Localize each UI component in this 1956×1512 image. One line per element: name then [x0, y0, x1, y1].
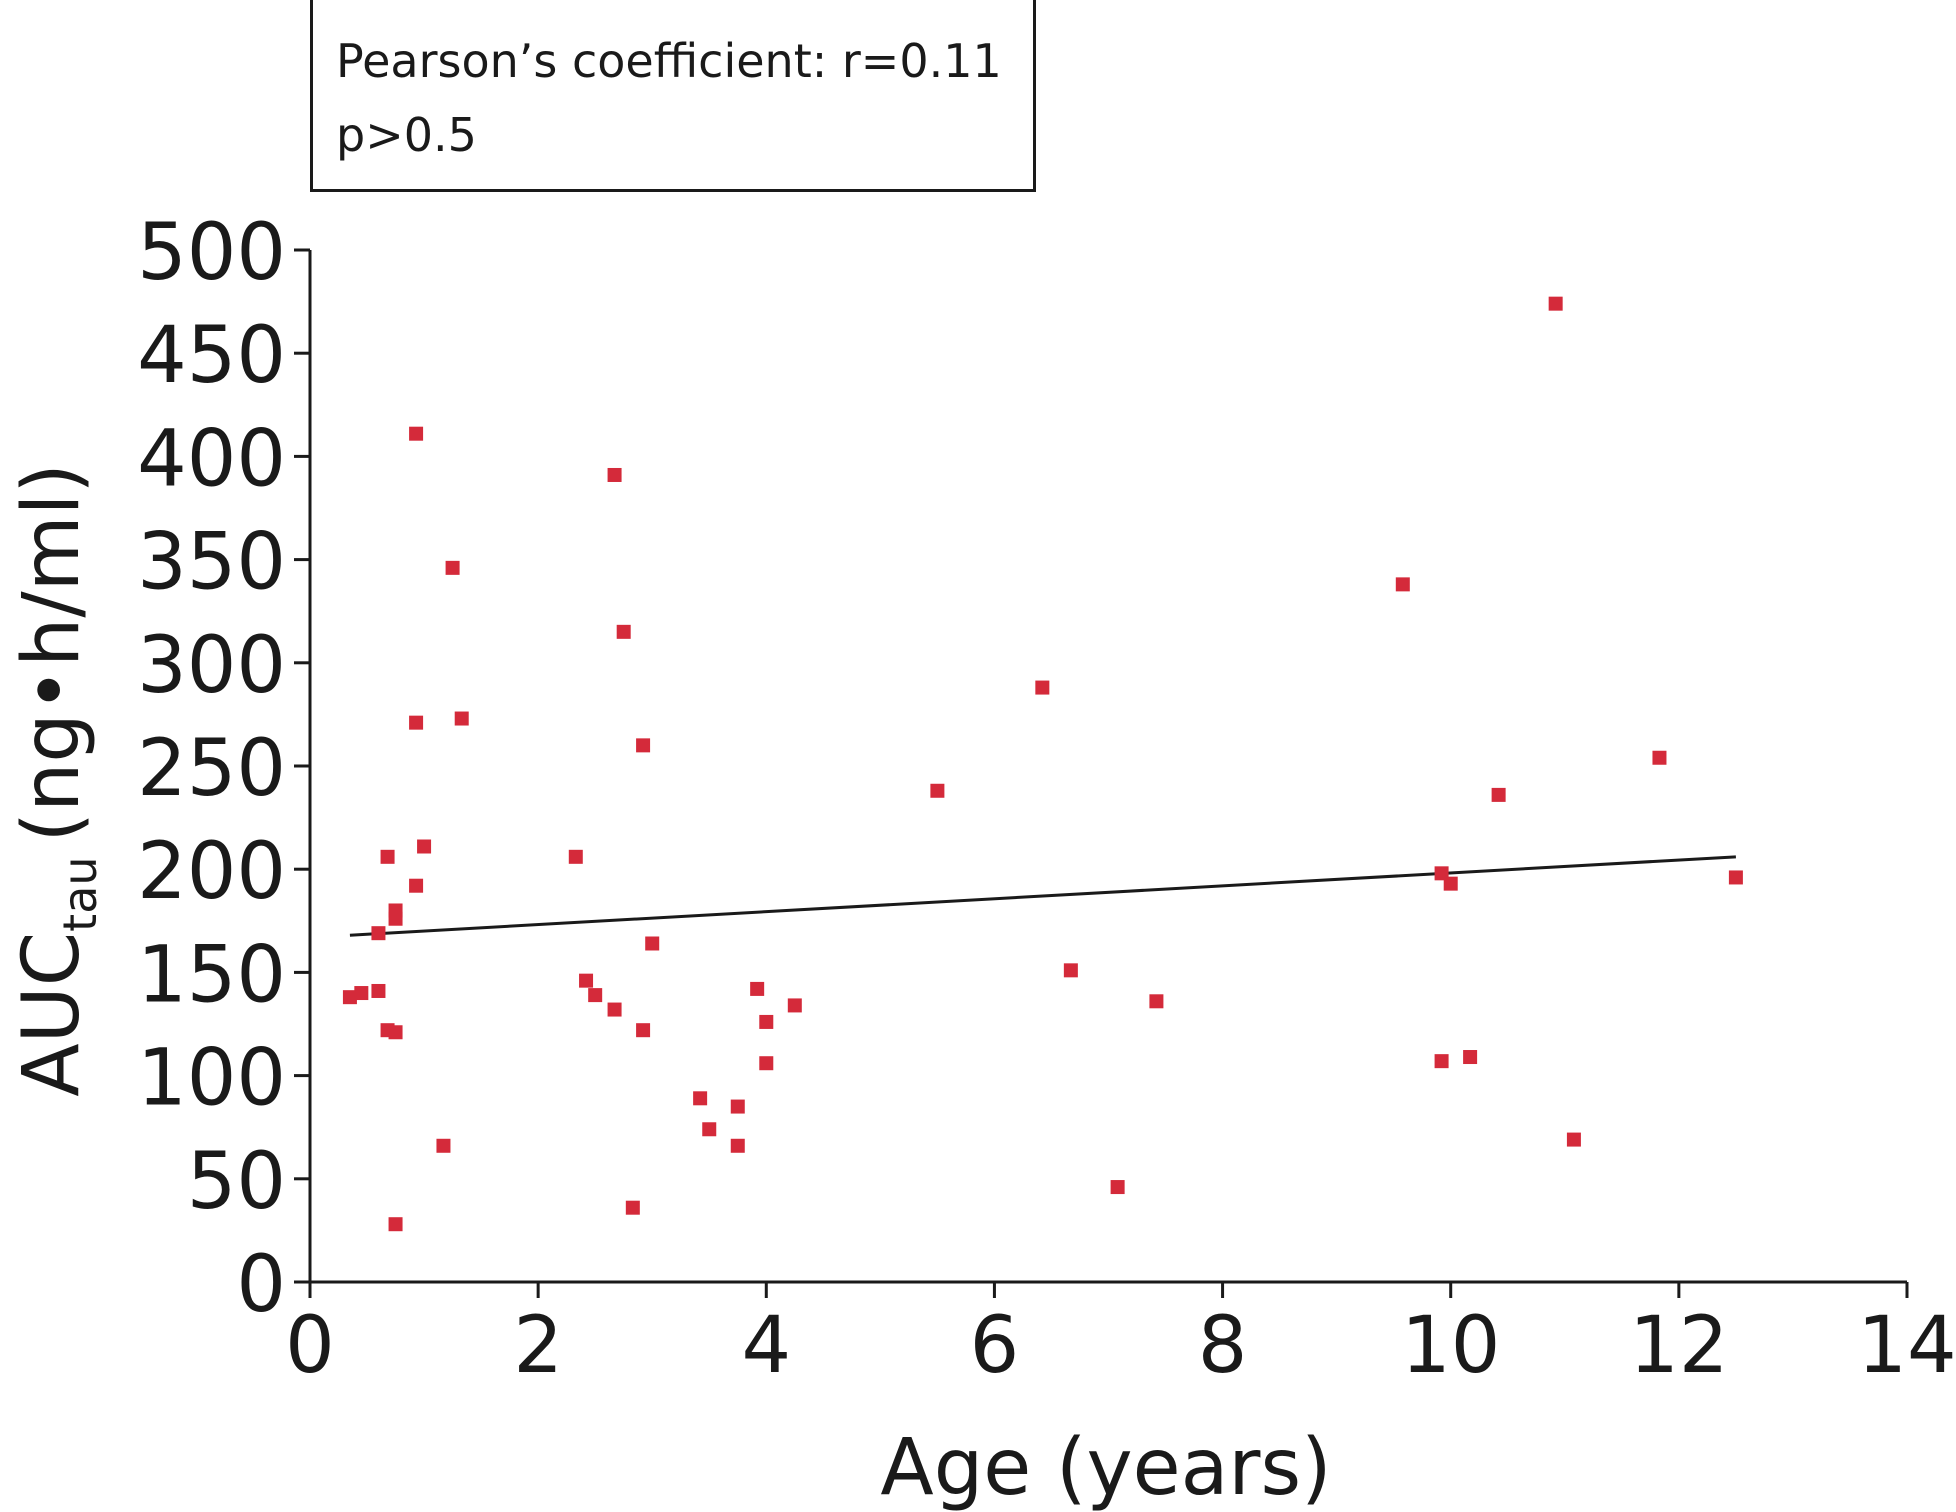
data-point [1652, 750, 1667, 765]
data-point [388, 1025, 403, 1040]
data-point [730, 1138, 745, 1153]
x-tick-label: 12 [1629, 1301, 1728, 1391]
y-tick-label: 450 [137, 311, 286, 401]
y-tick-label: 300 [137, 621, 286, 711]
trendline-group [349, 855, 1736, 937]
data-point [750, 981, 765, 996]
data-point [380, 849, 395, 864]
y-tick-label: 400 [137, 414, 286, 504]
y-tick-label: 100 [137, 1034, 286, 1124]
data-point [1395, 577, 1410, 592]
data-point [702, 1122, 717, 1137]
x-tick-label: 14 [1857, 1301, 1956, 1391]
data-point [409, 426, 424, 441]
data-point [1063, 963, 1078, 978]
data-point [787, 998, 802, 1013]
x-axis-title: Age (years) [880, 1423, 1331, 1512]
data-point [607, 467, 622, 482]
y-tick-label: 150 [137, 930, 286, 1020]
p-value-text: p>0.5 [336, 108, 477, 162]
x-tick-label: 8 [1198, 1301, 1248, 1391]
data-point [1491, 787, 1506, 802]
data-point [1463, 1050, 1478, 1065]
data-point [342, 990, 357, 1005]
y-tick-label: 50 [187, 1137, 286, 1227]
x-tick-label: 4 [741, 1301, 791, 1391]
data-point [436, 1138, 451, 1153]
regression-line [349, 855, 1736, 937]
pearson-coefficient-text: Pearson’s coefficient: r=0.11 [336, 34, 1002, 88]
y-axis-title-main: AUC [7, 932, 97, 1097]
data-point [645, 936, 660, 951]
data-point [759, 1056, 774, 1071]
data-point [388, 903, 403, 918]
y-axis-title: AUCtau (ng•h/ml) [7, 463, 107, 1097]
data-point [693, 1091, 708, 1106]
data-point [1566, 1132, 1581, 1147]
data-point [1110, 1180, 1125, 1195]
data-point [1149, 994, 1164, 1009]
y-axis-title-subscript: tau [53, 856, 107, 931]
data-point [388, 1217, 403, 1232]
data-point [409, 878, 424, 893]
y-tick-label: 250 [137, 724, 286, 814]
correlation-annotation-box: Pearson’s coefficient: r=0.11 p>0.5 [310, 0, 1036, 192]
x-tick-label: 0 [285, 1301, 335, 1391]
y-tick-label: 0 [236, 1240, 286, 1330]
data-point [568, 849, 583, 864]
data-point [1035, 680, 1050, 695]
data-points [342, 296, 1743, 1232]
data-point [409, 715, 424, 730]
data-point [1434, 1054, 1449, 1069]
data-point [579, 973, 594, 988]
data-point [371, 983, 386, 998]
data-point [930, 783, 945, 798]
data-point [730, 1099, 745, 1114]
data-point [454, 711, 469, 726]
y-tick-label: 200 [137, 827, 286, 917]
data-point [607, 1002, 622, 1017]
x-tick-label: 10 [1401, 1301, 1500, 1391]
x-tick-label: 2 [513, 1301, 563, 1391]
data-point [625, 1200, 640, 1215]
data-point [417, 839, 432, 854]
data-point [371, 926, 386, 941]
data-point [1443, 876, 1458, 891]
data-point [616, 624, 631, 639]
y-tick-label: 500 [137, 208, 286, 298]
data-point [1728, 870, 1743, 885]
data-point [588, 988, 603, 1003]
data-point [445, 560, 460, 575]
data-point [354, 986, 369, 1001]
data-point [1548, 296, 1563, 311]
y-tick-label: 350 [137, 518, 286, 608]
y-axis-title-unit: (ng•h/ml) [7, 463, 97, 842]
x-tick-label: 6 [970, 1301, 1020, 1391]
axes: 0 50 100 150 200 250 300 350 400 450 500 0 2 4 6 8 10 12 1… [137, 208, 1956, 1391]
data-point [636, 738, 651, 753]
data-point [636, 1023, 651, 1038]
data-point [759, 1014, 774, 1029]
